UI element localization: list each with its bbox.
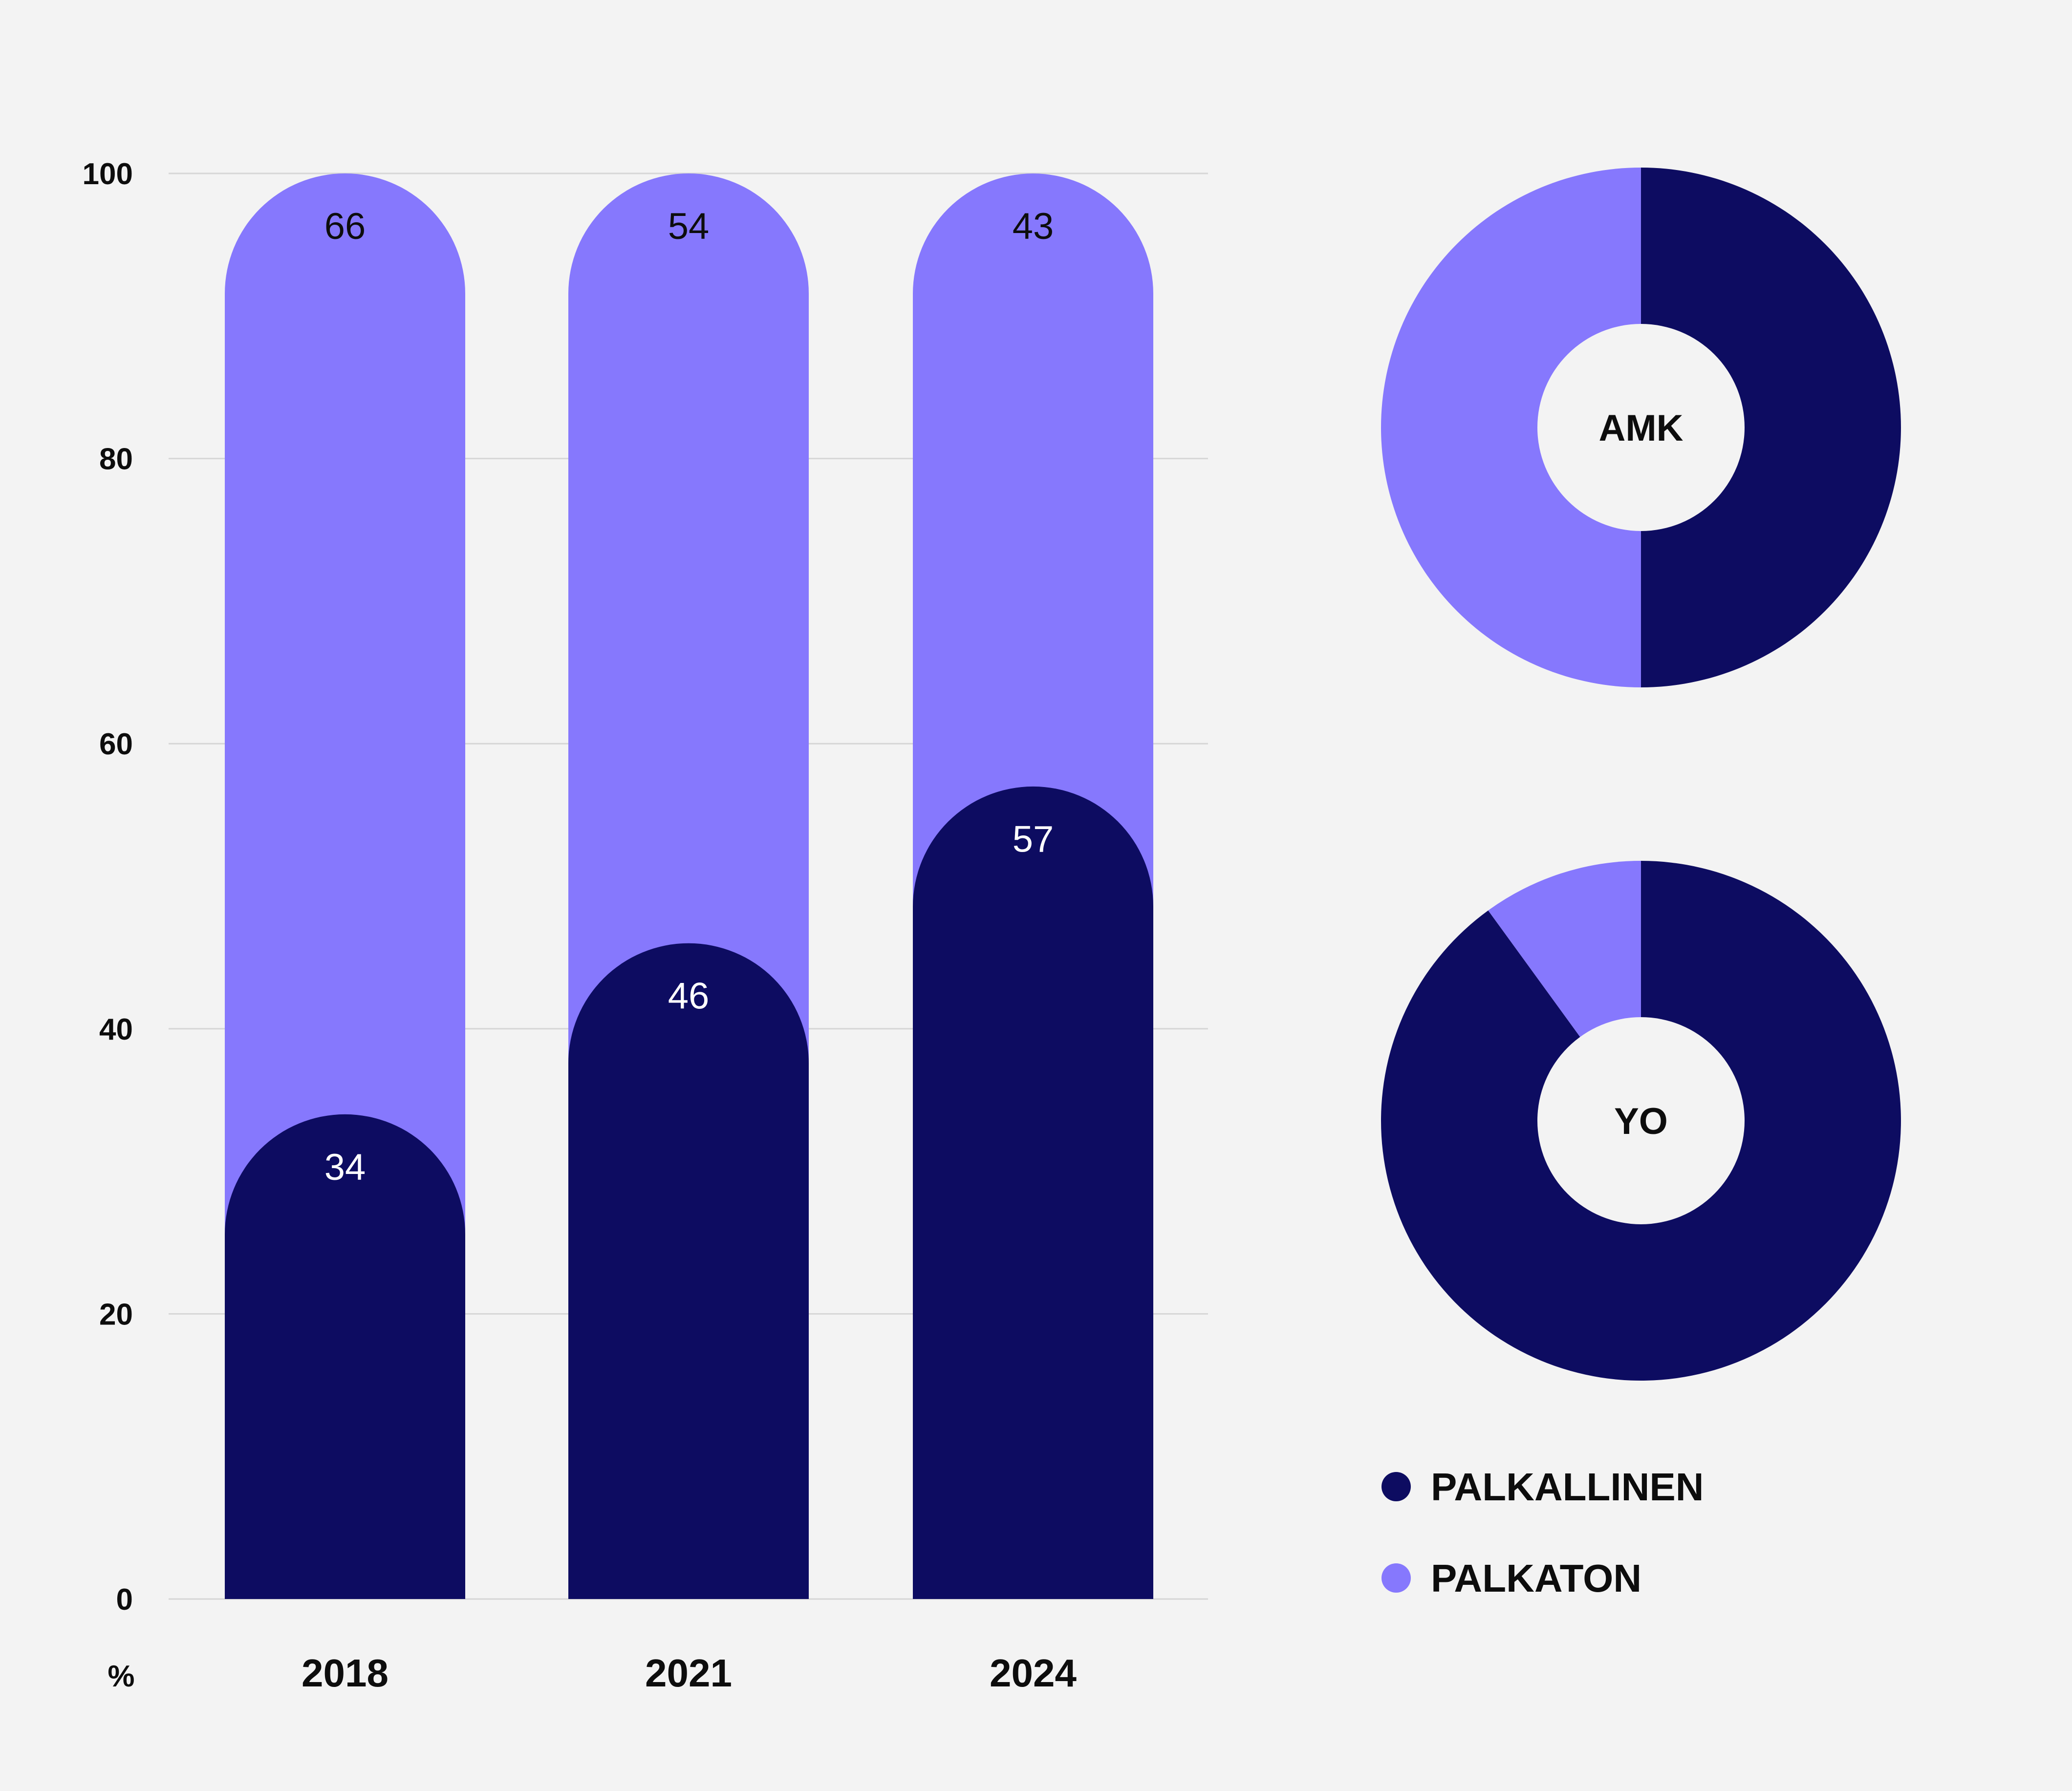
donut-hole [1537, 1017, 1745, 1224]
legend-item-palkaton: PALKATON [1381, 1556, 1641, 1600]
donut-hole [1537, 324, 1745, 531]
donut-center-label: AMK [1598, 407, 1683, 449]
legend-label: PALKATON [1431, 1556, 1641, 1600]
x-axis: 2018 2021 2024 [302, 1651, 1077, 1695]
donut-charts: AMK YO [1381, 168, 1901, 1381]
y-tick-label-40: 40 [99, 1013, 133, 1046]
x-tick-label-2018: 2018 [302, 1651, 388, 1695]
x-tick-label-2024: 2024 [990, 1651, 1077, 1695]
legend-item-palkallinen: PALKALLINEN [1381, 1465, 1704, 1509]
legend-label: PALKALLINEN [1431, 1465, 1704, 1509]
bar-palkallinen-2024 [913, 786, 1153, 1599]
y-axis: 0 20 40 60 80 100% [83, 157, 135, 1693]
bar-palkallinen-2018 [225, 1114, 465, 1599]
data-label-palkallinen-2018: 34 [324, 1147, 366, 1188]
y-tick-label-60: 60 [99, 727, 133, 761]
y-tick-label-20: 20 [99, 1298, 133, 1331]
bar-series: 66 34 54 46 43 57 [225, 173, 1153, 1599]
data-label-palkaton-2018: 66 [324, 206, 366, 247]
data-label-palkaton-2024: 43 [1013, 206, 1054, 247]
legend: PALKALLINEN PALKATON [1381, 1465, 1704, 1600]
x-tick-label-2021: 2021 [645, 1651, 732, 1695]
data-label-palkaton-2021: 54 [668, 206, 710, 247]
donut-slice-palkallinen [1641, 168, 1901, 687]
bar-palkallinen-2021 [568, 943, 809, 1599]
y-tick-label-0: 0 [116, 1583, 133, 1617]
legend-swatch [1381, 1563, 1411, 1593]
y-tick-label-80: 80 [99, 443, 133, 476]
donut-slice-palkaton [1381, 168, 1641, 687]
donut-amk: AMK [1381, 168, 1901, 687]
data-label-palkallinen-2024: 57 [1013, 819, 1054, 860]
donut-center-label: YO [1614, 1101, 1668, 1142]
y-unit-label: % [108, 1660, 134, 1693]
y-tick-label-100: 100 [83, 157, 133, 191]
legend-swatch [1381, 1472, 1411, 1501]
data-label-palkallinen-2021: 46 [668, 976, 710, 1017]
donut-yo: YO [1381, 861, 1901, 1381]
